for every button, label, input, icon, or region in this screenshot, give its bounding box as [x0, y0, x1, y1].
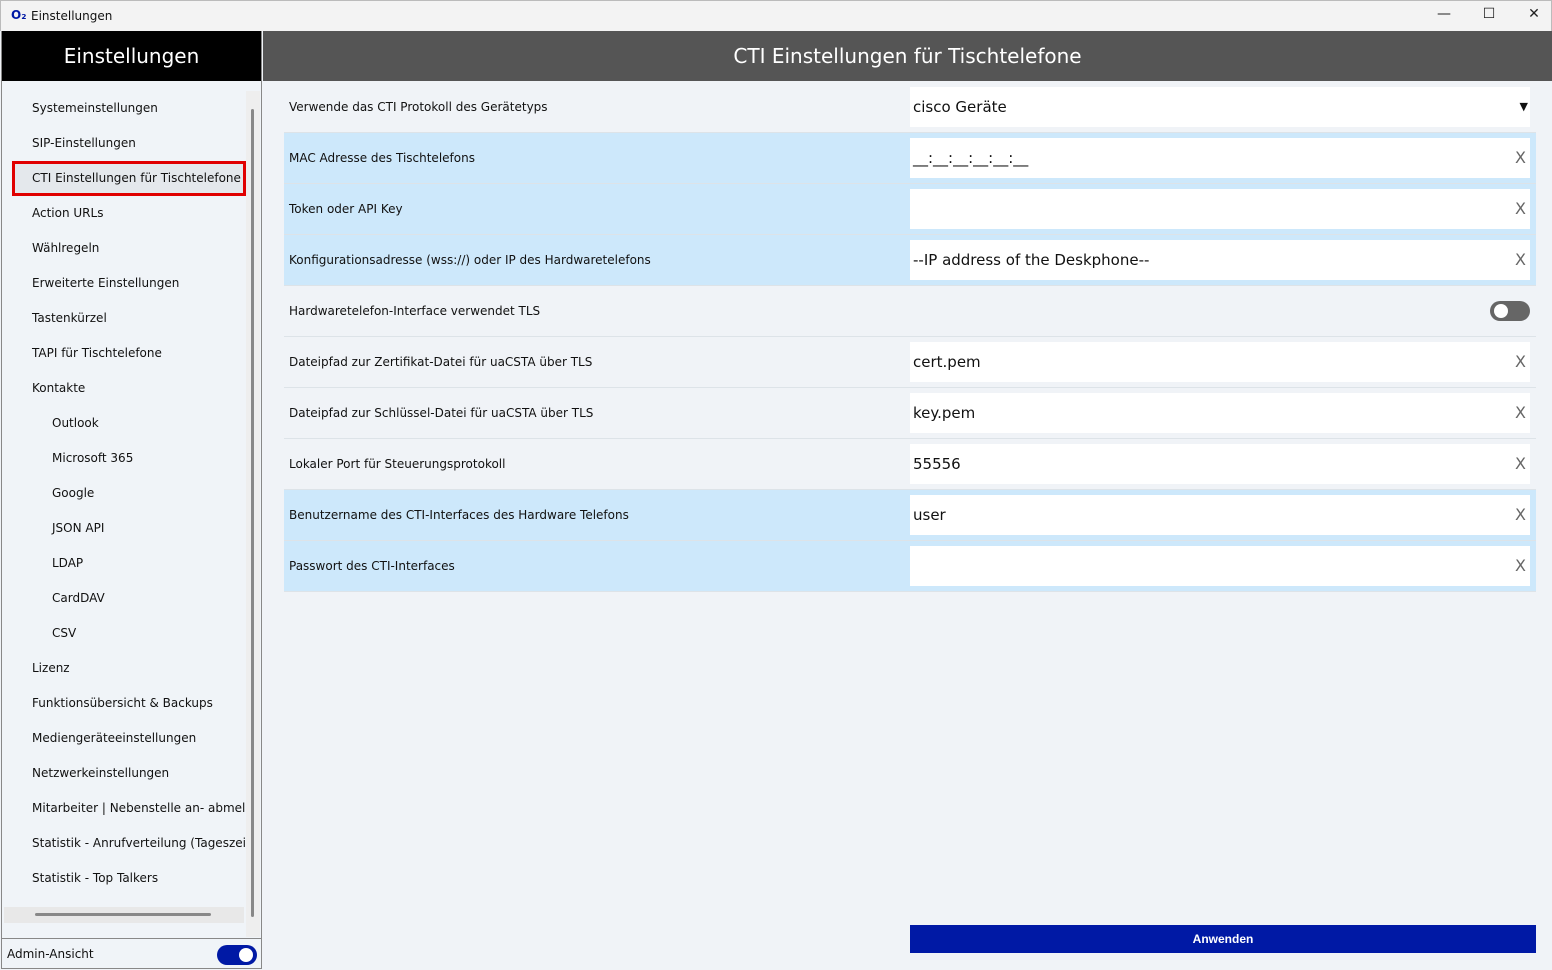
setting-label: Hardwaretelefon-Interface verwendet TLS [289, 304, 541, 318]
setting-row: Dateipfad zur Schlüssel-Datei für uaCSTA… [284, 388, 1536, 439]
horizontal-scrollbar[interactable] [4, 907, 244, 923]
sidebar-item[interactable]: Outlook [52, 416, 99, 430]
sidebar-item[interactable]: TAPI für Tischtelefone [32, 346, 162, 360]
dropdown-arrow-icon: ▼ [1519, 100, 1528, 113]
setting-label: Passwort des CTI-Interfaces [289, 559, 455, 573]
clear-icon[interactable]: X [1515, 454, 1526, 473]
setting-row: Hardwaretelefon-Interface verwendet TLS [284, 286, 1536, 337]
setting-row: MAC Adresse des Tischtelefons __:__:__:__… [284, 133, 1536, 184]
setting-label: Dateipfad zur Schlüssel-Datei für uaCSTA… [289, 406, 594, 420]
setting-input[interactable]: --IP address of the Deskphone-- X [910, 240, 1530, 280]
setting-input[interactable]: __:__:__:__:__:__ X [910, 138, 1530, 178]
sidebar-item[interactable]: Google [52, 486, 95, 500]
setting-input[interactable]: user X [910, 495, 1530, 535]
setting-input[interactable]: X [910, 546, 1530, 586]
setting-row: Benutzername des CTI-Interfaces des Hard… [284, 490, 1536, 541]
title-bar: O₂ Einstellungen — ☐ ✕ [0, 0, 1552, 31]
vertical-scrollbar[interactable] [246, 91, 260, 937]
setting-row: Lokaler Port für Steuerungsprotokoll 5555… [284, 439, 1536, 490]
setting-row: Passwort des CTI-Interfaces X [284, 541, 1536, 592]
sidebar-item[interactable]: Kontakte [32, 381, 86, 395]
setting-label: Verwende das CTI Protokoll des Gerätetyp… [289, 100, 548, 114]
setting-label: Benutzername des CTI-Interfaces des Hard… [289, 508, 629, 522]
input-value: __:__:__:__:__:__ [913, 149, 1029, 167]
setting-label: Konfigurationsadresse (wss://) oder IP d… [289, 253, 651, 267]
clear-icon[interactable]: X [1515, 352, 1526, 371]
setting-input[interactable]: 55556 X [910, 444, 1530, 484]
clear-icon[interactable]: X [1515, 505, 1526, 524]
setting-input[interactable]: cert.pem X [910, 342, 1530, 382]
sidebar-item[interactable]: CardDAV [52, 591, 105, 605]
device-type-select[interactable]: cisco Geräte ▼ [910, 87, 1530, 127]
sidebar-item[interactable]: Funktionsübersicht & Backups [32, 696, 213, 710]
clear-icon[interactable]: X [1515, 250, 1526, 269]
sidebar-item[interactable]: Mediengeräteeinstellungen [32, 731, 197, 745]
sidebar-item[interactable]: Systemeinstellungen [32, 101, 158, 115]
setting-row: Token oder API Key X [284, 184, 1536, 235]
sidebar-nav: Systemeinstellungen SIP-Einstellungen CTI … [2, 91, 246, 937]
admin-view-label: Admin-Ansicht [7, 947, 94, 961]
sidebar-item[interactable]: Statistik - Anrufverteilung (Tageszeit) [32, 836, 246, 850]
clear-icon[interactable]: X [1515, 556, 1526, 575]
sidebar-item[interactable]: Erweiterte Einstellungen [32, 276, 180, 290]
sidebar-item[interactable]: Lizenz [32, 661, 70, 675]
clear-icon[interactable]: X [1515, 199, 1526, 218]
sidebar-item[interactable]: Action URLs [32, 206, 104, 220]
setting-input[interactable]: X [910, 189, 1530, 229]
setting-input[interactable]: key.pem X [910, 393, 1530, 433]
clear-icon[interactable]: X [1515, 403, 1526, 422]
window-title: Einstellungen [31, 9, 113, 23]
close-button[interactable]: ✕ [1528, 6, 1540, 22]
tls-toggle[interactable] [1490, 301, 1530, 321]
page-title: CTI Einstellungen für Tischtelefone [263, 31, 1552, 81]
sidebar-title: Einstellungen [2, 31, 261, 81]
sidebar-item[interactable]: CTI Einstellungen für Tischtelefone [12, 161, 246, 196]
input-value: --IP address of the Deskphone-- [913, 251, 1150, 269]
setting-label: Dateipfad zur Zertifikat-Datei für uaCST… [289, 355, 593, 369]
input-value: 55556 [913, 455, 961, 473]
setting-label: Token oder API Key [289, 202, 403, 216]
admin-view-row: Admin-Ansicht [2, 938, 261, 969]
sidebar: Einstellungen Systemeinstellungen SIP-Ein… [1, 31, 262, 969]
setting-row: Konfigurationsadresse (wss://) oder IP d… [284, 235, 1536, 286]
sidebar-item[interactable]: Netzwerkeinstellungen [32, 766, 170, 780]
sidebar-item[interactable]: CSV [52, 626, 77, 640]
sidebar-item[interactable]: Mitarbeiter | Nebenstelle an- abmelden [32, 801, 246, 815]
sidebar-item[interactable]: SIP-Einstellungen [32, 136, 136, 150]
input-value: key.pem [913, 404, 976, 422]
sidebar-item[interactable]: Statistik - Top Talkers [32, 871, 159, 885]
input-value: cert.pem [913, 353, 981, 371]
sidebar-item[interactable]: Tastenkürzel [32, 311, 107, 325]
input-value: user [913, 506, 946, 524]
sidebar-item[interactable]: Wählregeln [32, 241, 100, 255]
setting-row: Dateipfad zur Zertifikat-Datei für uaCST… [284, 337, 1536, 388]
maximize-button[interactable]: ☐ [1482, 6, 1496, 22]
sidebar-item[interactable]: LDAP [52, 556, 84, 570]
select-value: cisco Geräte [913, 98, 1007, 116]
setting-label: Lokaler Port für Steuerungsprotokoll [289, 457, 506, 471]
sidebar-item[interactable]: JSON API [52, 521, 105, 535]
setting-label: MAC Adresse des Tischtelefons [289, 151, 475, 165]
clear-icon[interactable]: X [1515, 148, 1526, 167]
apply-button[interactable]: Anwenden [910, 925, 1536, 953]
minimize-button[interactable]: — [1437, 6, 1451, 22]
admin-view-toggle[interactable] [217, 945, 257, 965]
setting-row: Verwende das CTI Protokoll des Gerätetyp… [284, 82, 1536, 133]
sidebar-item[interactable]: Microsoft 365 [52, 451, 134, 465]
app-logo-icon: O₂ [11, 8, 27, 22]
